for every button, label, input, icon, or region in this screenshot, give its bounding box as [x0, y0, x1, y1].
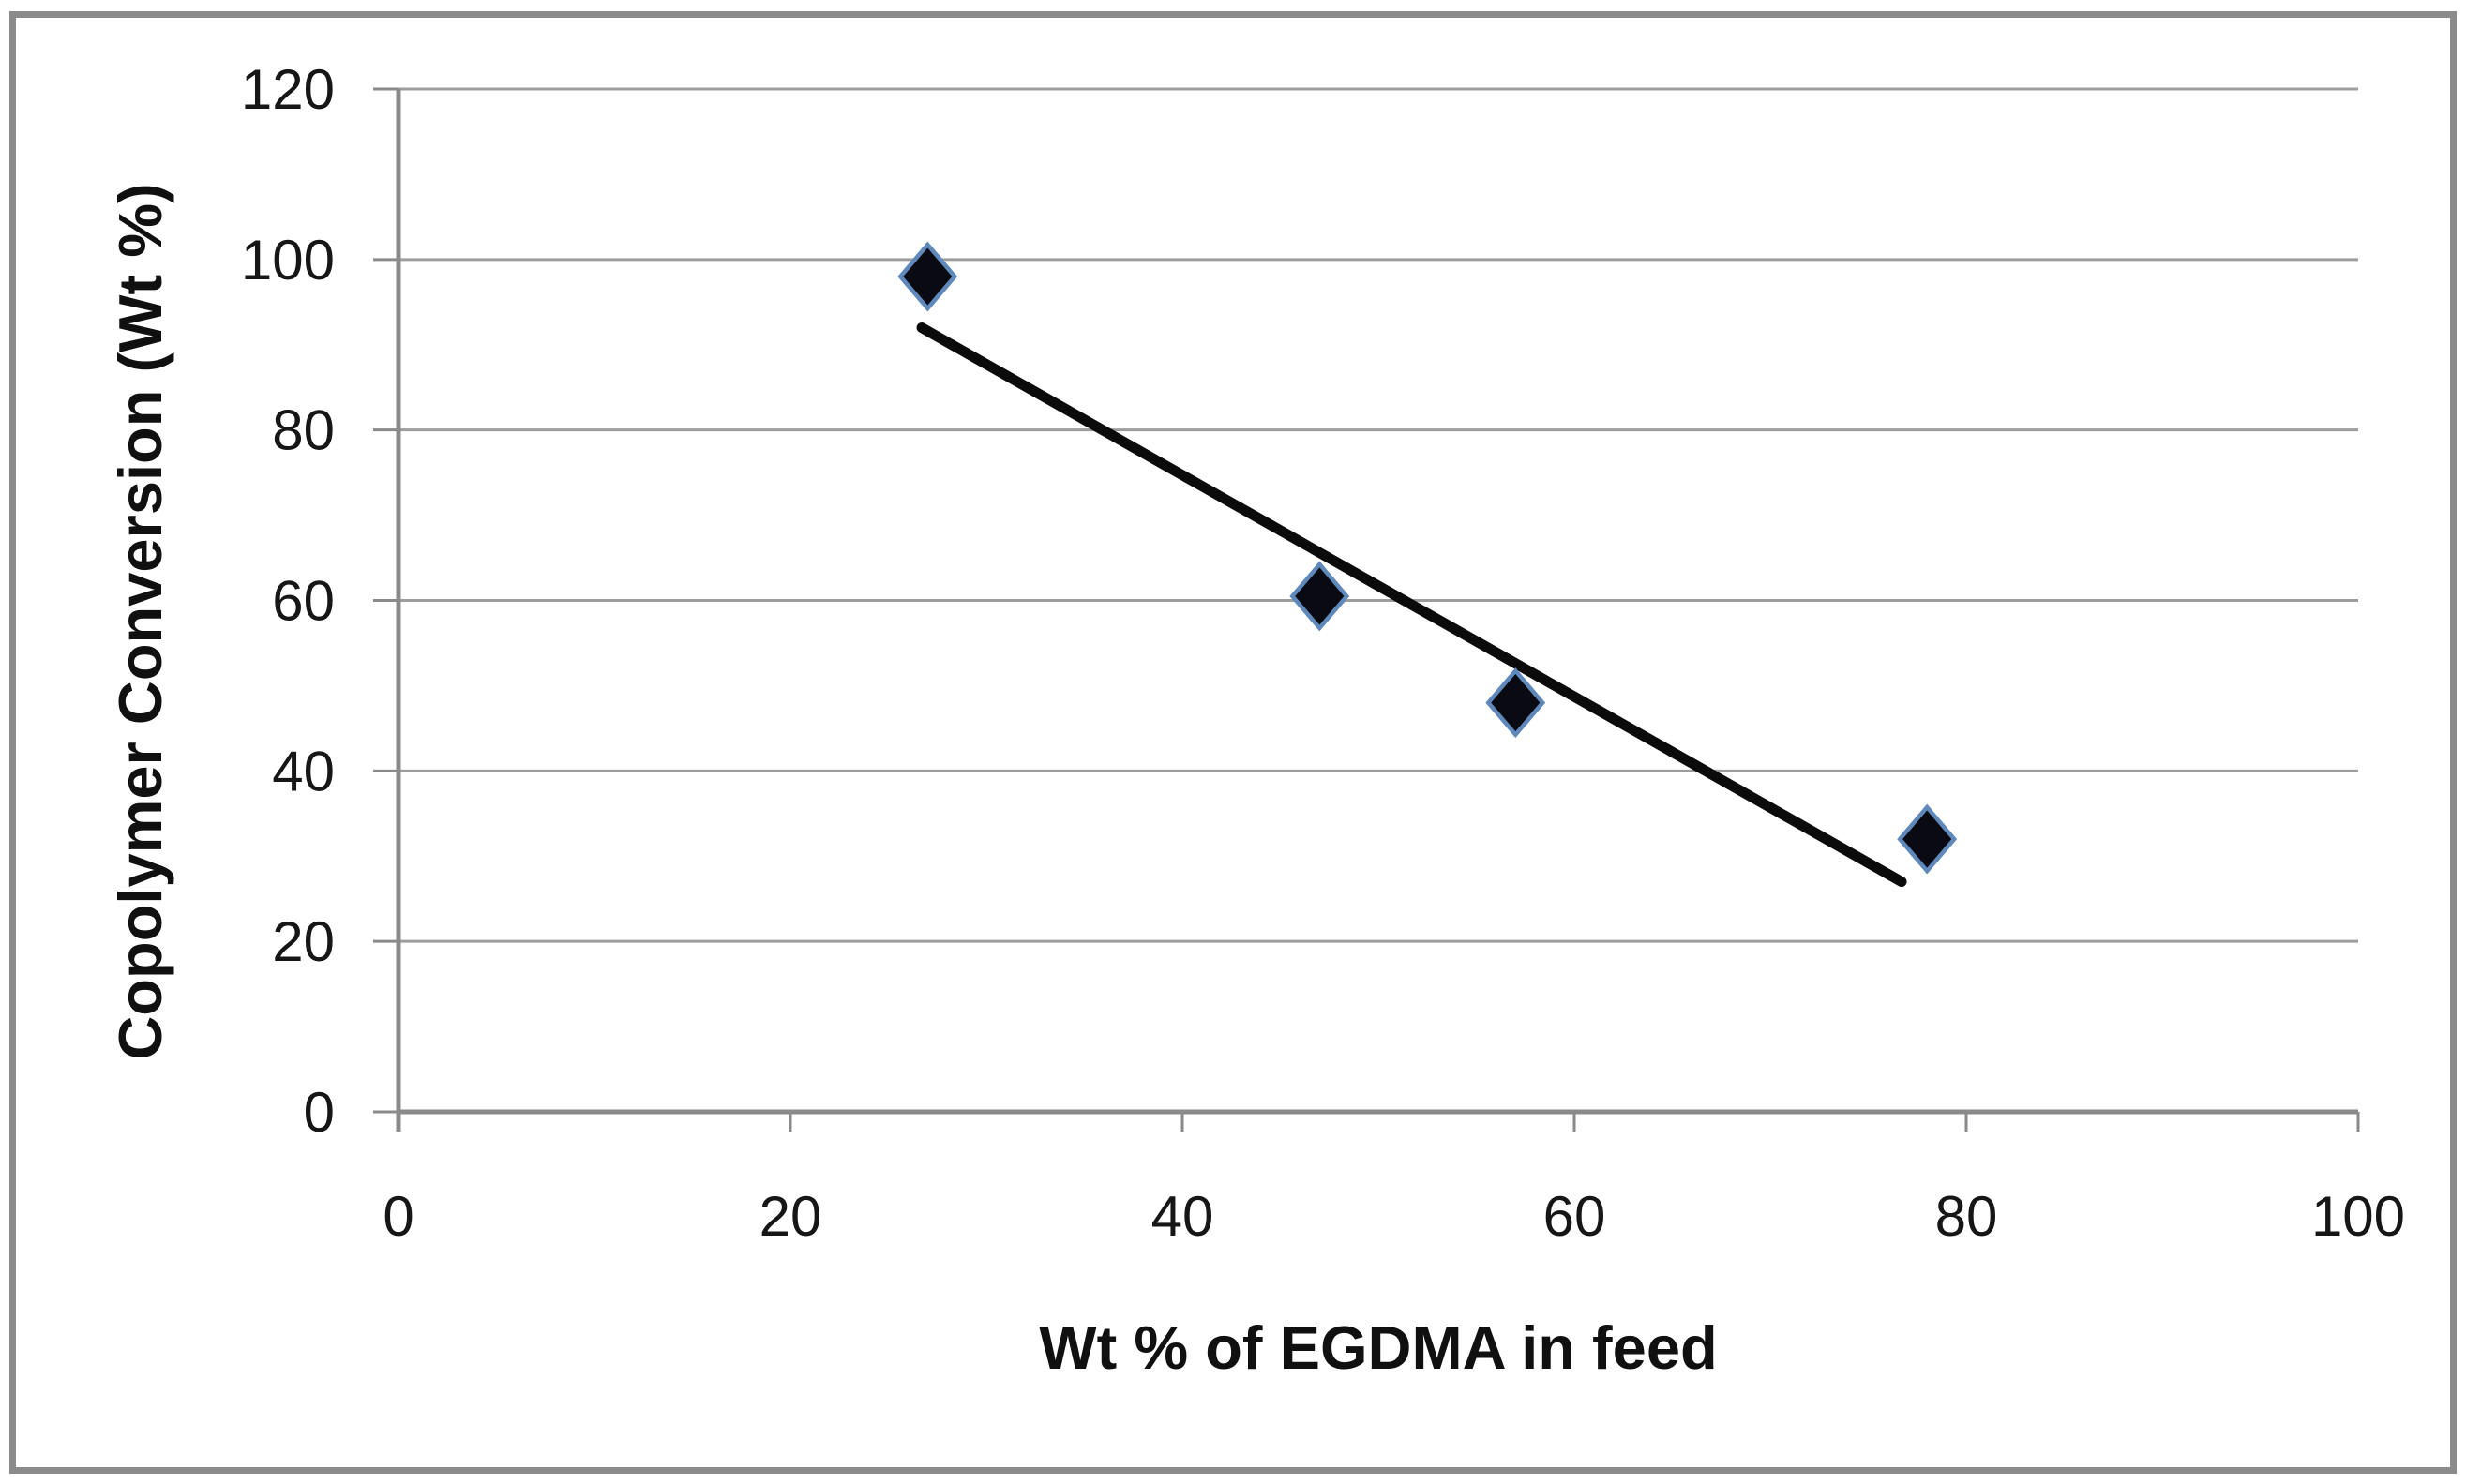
- data-point-marker-2: [1289, 561, 1350, 632]
- x-tick-label-60: 60: [1543, 1185, 1606, 1248]
- trend-line: [916, 322, 1907, 888]
- y-tick-label-80: 80: [272, 399, 335, 462]
- data-point-marker-1: [897, 241, 958, 312]
- x-tick-label-40: 40: [1151, 1185, 1214, 1248]
- y-tick-label-120: 120: [241, 58, 335, 121]
- y-tick-label-60: 60: [272, 570, 335, 633]
- x-axis-title: Wt % of EGDMA in feed: [1039, 1313, 1717, 1382]
- y-tick-label-40: 40: [272, 740, 335, 802]
- y-tick-label-0: 0: [304, 1081, 335, 1144]
- x-tick-label-80: 80: [1935, 1185, 1998, 1248]
- chart-generated-layer: 0 20 40 60 80 100 120 0 20 40 60 80 100: [241, 58, 2405, 1248]
- data-point-marker-3: [1485, 667, 1546, 739]
- x-tick-label-0: 0: [383, 1185, 414, 1248]
- x-tick-label-20: 20: [759, 1185, 822, 1248]
- y-tick-label-100: 100: [241, 229, 335, 292]
- data-point-marker-4: [1897, 803, 1958, 875]
- x-tick-label-100: 100: [2311, 1185, 2405, 1248]
- y-tick-label-20: 20: [272, 910, 335, 973]
- y-axis-title: Copolymer Conversion (Wt %): [106, 183, 174, 1059]
